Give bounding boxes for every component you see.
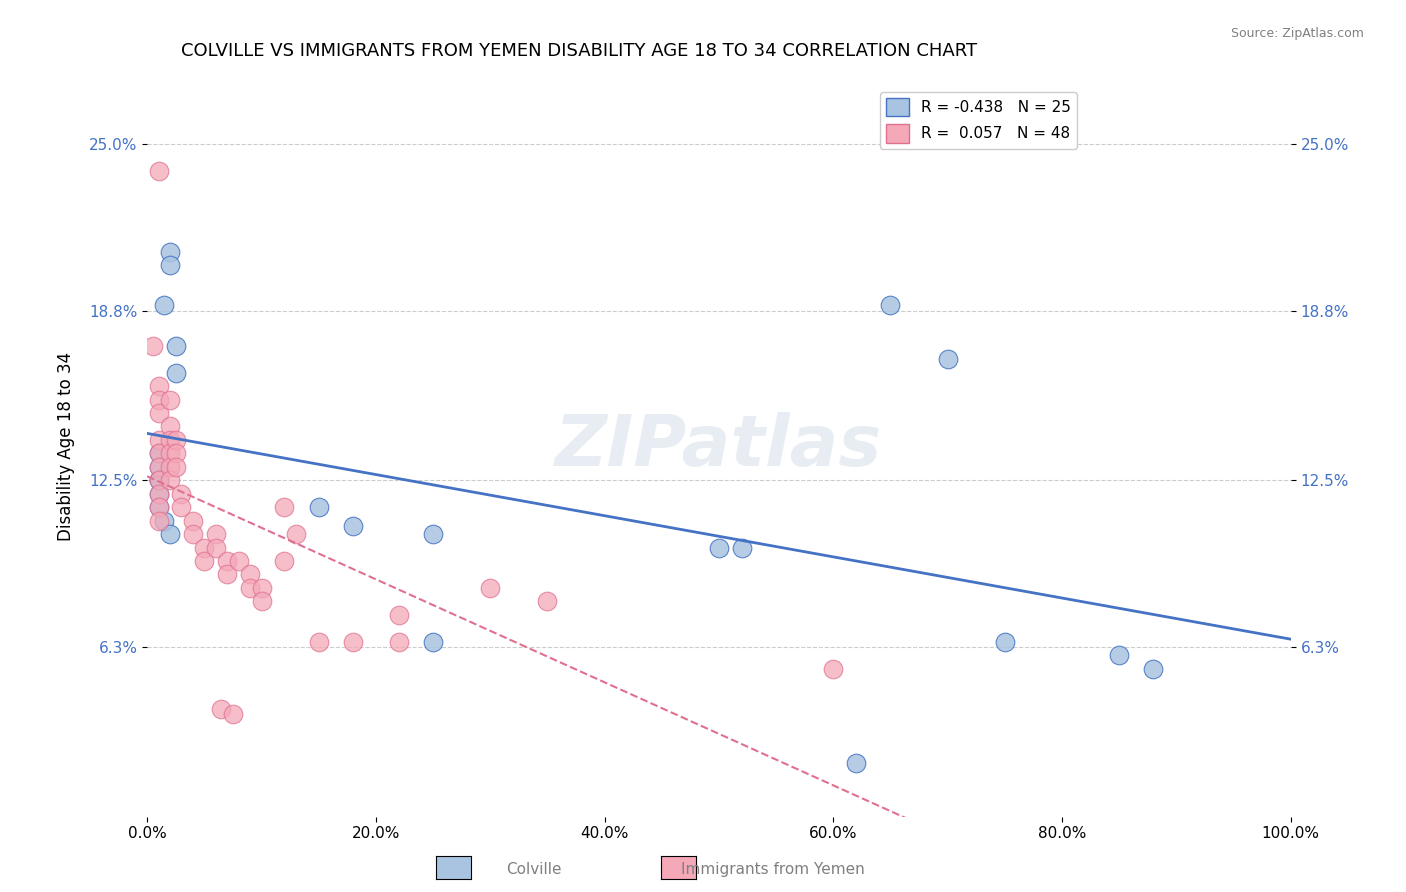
Point: [159, 392, 181, 407]
Point: [148, 433, 170, 447]
Point: [273, 500, 295, 515]
Point: [193, 541, 215, 555]
Point: [342, 519, 364, 533]
Point: [148, 473, 170, 487]
Point: [823, 662, 845, 676]
Point: [239, 567, 262, 582]
Text: Source: ZipAtlas.com: Source: ZipAtlas.com: [1230, 27, 1364, 40]
Point: [153, 514, 176, 528]
Point: [142, 339, 165, 353]
Point: [159, 473, 181, 487]
Point: [181, 527, 204, 541]
Point: [536, 594, 558, 608]
Point: [239, 581, 262, 595]
Point: [342, 634, 364, 648]
Text: ZIPatlas: ZIPatlas: [555, 412, 883, 481]
Point: [1108, 648, 1130, 662]
Point: [388, 607, 411, 622]
Point: [148, 486, 170, 500]
Point: [148, 500, 170, 515]
Legend: R = -0.438   N = 25, R =  0.057   N = 48: R = -0.438 N = 25, R = 0.057 N = 48: [880, 92, 1077, 149]
Point: [308, 634, 330, 648]
Point: [211, 702, 233, 716]
Point: [148, 459, 170, 474]
Point: [148, 446, 170, 460]
Point: [148, 514, 170, 528]
Point: [159, 419, 181, 434]
Point: [250, 581, 273, 595]
Point: [422, 634, 444, 648]
Point: [159, 446, 181, 460]
Point: [148, 163, 170, 178]
Point: [165, 446, 187, 460]
Point: [165, 339, 187, 353]
Point: [159, 258, 181, 272]
Point: [148, 392, 170, 407]
Point: [153, 298, 176, 312]
Point: [217, 554, 239, 568]
Point: [994, 634, 1017, 648]
Point: [165, 366, 187, 380]
Point: [148, 379, 170, 393]
Point: [148, 473, 170, 487]
Point: [308, 500, 330, 515]
Point: [204, 541, 226, 555]
Text: Colville: Colville: [506, 863, 562, 877]
Point: [284, 527, 307, 541]
Point: [228, 554, 250, 568]
Y-axis label: Disability Age 18 to 34: Disability Age 18 to 34: [58, 352, 75, 541]
Point: [159, 527, 181, 541]
Point: [204, 527, 226, 541]
Point: [250, 594, 273, 608]
Point: [170, 486, 193, 500]
Point: [159, 433, 181, 447]
Point: [193, 554, 215, 568]
Point: [148, 406, 170, 420]
Point: [845, 756, 868, 770]
Point: [148, 486, 170, 500]
Point: [159, 244, 181, 259]
Point: [1142, 662, 1164, 676]
Point: [273, 554, 295, 568]
Point: [936, 352, 959, 367]
Point: [165, 459, 187, 474]
Point: [159, 459, 181, 474]
Point: [479, 581, 502, 595]
Point: [170, 500, 193, 515]
Point: [707, 541, 730, 555]
Point: [217, 567, 239, 582]
Point: [731, 541, 754, 555]
Point: [388, 634, 411, 648]
Text: COLVILLE VS IMMIGRANTS FROM YEMEN DISABILITY AGE 18 TO 34 CORRELATION CHART: COLVILLE VS IMMIGRANTS FROM YEMEN DISABI…: [181, 42, 977, 60]
Point: [148, 473, 170, 487]
Point: [879, 298, 901, 312]
Point: [222, 707, 245, 722]
Point: [148, 459, 170, 474]
Point: [181, 514, 204, 528]
Point: [148, 500, 170, 515]
Text: Immigrants from Yemen: Immigrants from Yemen: [682, 863, 865, 877]
Point: [422, 527, 444, 541]
Point: [148, 446, 170, 460]
Point: [165, 433, 187, 447]
